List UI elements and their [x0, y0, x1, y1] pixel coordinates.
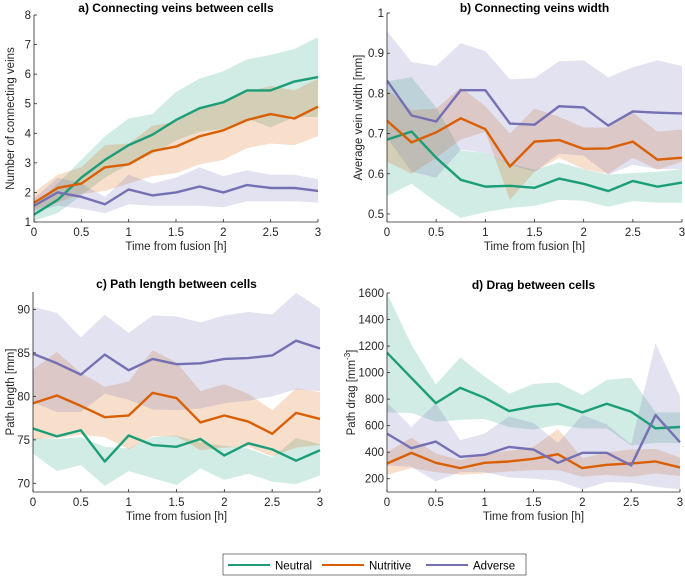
chart-c-x-tick-label: 0	[30, 497, 36, 509]
chart-c-x-tick-label: 2	[221, 497, 227, 509]
chart-b-title: b) Connecting veins width	[460, 1, 609, 15]
chart-a-title: a) Connecting veins between cells	[78, 1, 274, 15]
chart-b-x-axis-label: Time from fusion [h]	[484, 241, 585, 253]
chart-a-y-axis-label: Number of connecting veins	[5, 47, 17, 190]
legend-label-adverse: Adverse	[473, 561, 515, 573]
legend-entry-nutritive[interactable]: Nutritive	[322, 561, 411, 573]
legend: Neutral Nutritive Adverse	[222, 553, 527, 576]
chart-a-band-neutral	[34, 37, 318, 221]
chart-a-y-tick-label: 7	[25, 40, 31, 52]
chart-c-x-tick-label: 1.5	[169, 497, 185, 509]
chart-d-y-tick-label: 800	[365, 394, 384, 406]
chart-b-y-tick-label: 0.5	[368, 209, 384, 221]
chart-d-x-tick-label: 2.5	[623, 497, 639, 509]
chart-a-y-tick-label: 4	[25, 128, 32, 140]
chart-c-band-neutral	[33, 435, 320, 486]
panel-c: 0 0.5 1 1.5 2 2.5 3 70 75 80 85 90 c) Path length be…	[5, 277, 323, 523]
chart-b-y-tick-label: 0.6	[368, 169, 384, 181]
panel-b: 0 0.5 1 1.5 2 2.5 30.50.60.70.80.91 b) Connecti…	[353, 1, 685, 253]
chart-b-x-tick-label: 2.5	[625, 227, 641, 239]
chart-a-plot-area	[34, 37, 319, 221]
chart-d-x-tick-label: 1	[481, 497, 487, 509]
legend-box	[222, 553, 527, 576]
chart-d-band-neutral	[387, 293, 680, 446]
chart-a-band-nutritive	[34, 78, 318, 211]
chart-c-x-tick-label: 2.5	[264, 497, 280, 509]
chart-b-x-tick-label: 2	[580, 227, 586, 239]
chart-b-y-axis-label: Average vein width [mm]	[353, 55, 365, 181]
chart-d-y-tick-label: 1600	[358, 288, 384, 300]
chart-a-x-tick-label: 2.5	[263, 227, 279, 239]
chart-b-band-nutritive	[387, 87, 682, 200]
chart-a-x-axis-label: Time from fusion [h]	[125, 241, 226, 253]
chart-a-y-tick-label: 1	[25, 217, 31, 229]
chart-a-y-tick-label: 3	[25, 158, 31, 170]
chart-d-title: d) Drag between cells	[472, 278, 596, 292]
chart-b-plot-area	[387, 31, 683, 218]
chart-a-x-tick-label: 3	[315, 227, 321, 239]
chart-b-x-tick-label: 0.5	[428, 227, 444, 239]
chart-d-plot-area	[387, 293, 681, 490]
chart-c-band-adverse	[33, 292, 320, 412]
panel-a: 0 0.5 1 1.5 2 2.5 3 1 2 3 4 5 6 7 8 a) Connecting veins…	[5, 1, 321, 253]
chart-b-y-tick-label: 0.7	[368, 129, 384, 141]
chart-b-y-tick-label: 0.9	[368, 48, 384, 60]
chart-d-y-tick-label: 400	[365, 447, 384, 459]
chart-c-y-tick-label: 90	[17, 304, 30, 316]
chart-c-x-tick-label: 0.5	[73, 497, 89, 509]
chart-c-y-axis-label: Path length [mm]	[5, 349, 17, 436]
chart-a-x-tick-label: 2	[220, 227, 226, 239]
chart-a-x-tick-label: 0.5	[73, 227, 89, 239]
chart-d-x-tick-label: 1.5	[526, 497, 542, 509]
chart-b-x-tick-label: 1.5	[527, 227, 543, 239]
chart-b-band-adverse	[387, 31, 682, 178]
chart-d-y-axis-label: Path drag [mm-3]	[343, 350, 358, 436]
chart-a-x-tick-label: 1.5	[168, 227, 184, 239]
legend-entry-adverse[interactable]: Adverse	[426, 561, 515, 573]
chart-d-y-tick-label: 1400	[358, 315, 384, 327]
chart-a-y-tick-label: 5	[25, 99, 31, 111]
legend-entry-neutral[interactable]: Neutral	[228, 561, 312, 573]
chart-c-x-tick-label: 3	[317, 497, 323, 509]
chart-c-plot-area	[33, 292, 321, 486]
chart-c-y-tick-label: 85	[17, 348, 30, 360]
chart-d-y-tick-label: 200	[365, 474, 384, 486]
chart-c-y-tick-label: 80	[17, 391, 30, 403]
panel-d: 0 0.5 1 1.5 2 2.5 3 200 400 600 800 1000 1200 1400 160…	[343, 278, 683, 523]
chart-a-band-adverse	[34, 167, 318, 214]
chart-d-x-tick-label: 2	[579, 497, 585, 509]
chart-a-y-tick-label: 6	[25, 69, 31, 81]
chart-b-x-tick-label: 1	[482, 227, 488, 239]
chart-d-x-tick-label: 0	[384, 497, 390, 509]
chart-d-x-tick-label: 3	[677, 497, 683, 509]
chart-b-band-neutral	[387, 77, 682, 218]
chart-d-y-tick-label: 600	[365, 421, 384, 433]
chart-d-x-tick-label: 0.5	[428, 497, 444, 509]
chart-b-x-tick-label: 3	[679, 227, 685, 239]
legend-label-nutritive: Nutritive	[369, 561, 411, 573]
chart-b-y-tick-label: 1	[378, 8, 384, 20]
chart-b-x-tick-label: 0	[384, 227, 390, 239]
chart-a-x-tick-label: 0	[31, 227, 37, 239]
legend-label-neutral: Neutral	[275, 561, 312, 573]
chart-a-y-tick-label: 8	[25, 10, 31, 22]
chart-c-band-nutritive	[33, 350, 320, 457]
chart-c-y-tick-label: 70	[17, 478, 30, 490]
chart-a-y-tick-label: 2	[25, 187, 31, 199]
chart-a-x-tick-label: 1	[125, 227, 131, 239]
chart-c-x-tick-label: 1	[125, 497, 131, 509]
chart-d-y-tick-label: 1000	[358, 368, 384, 380]
chart-c-y-tick-label: 75	[17, 435, 30, 447]
chart-d-y-tick-label: 1200	[358, 341, 384, 353]
chart-b-y-tick-label: 0.8	[368, 88, 384, 100]
chart-d-x-axis-label: Time from fusion [h]	[483, 511, 584, 523]
chart-c-title: c) Path length between cells	[96, 277, 257, 291]
chart-c-x-axis-label: Time from fusion [h]	[126, 511, 227, 523]
